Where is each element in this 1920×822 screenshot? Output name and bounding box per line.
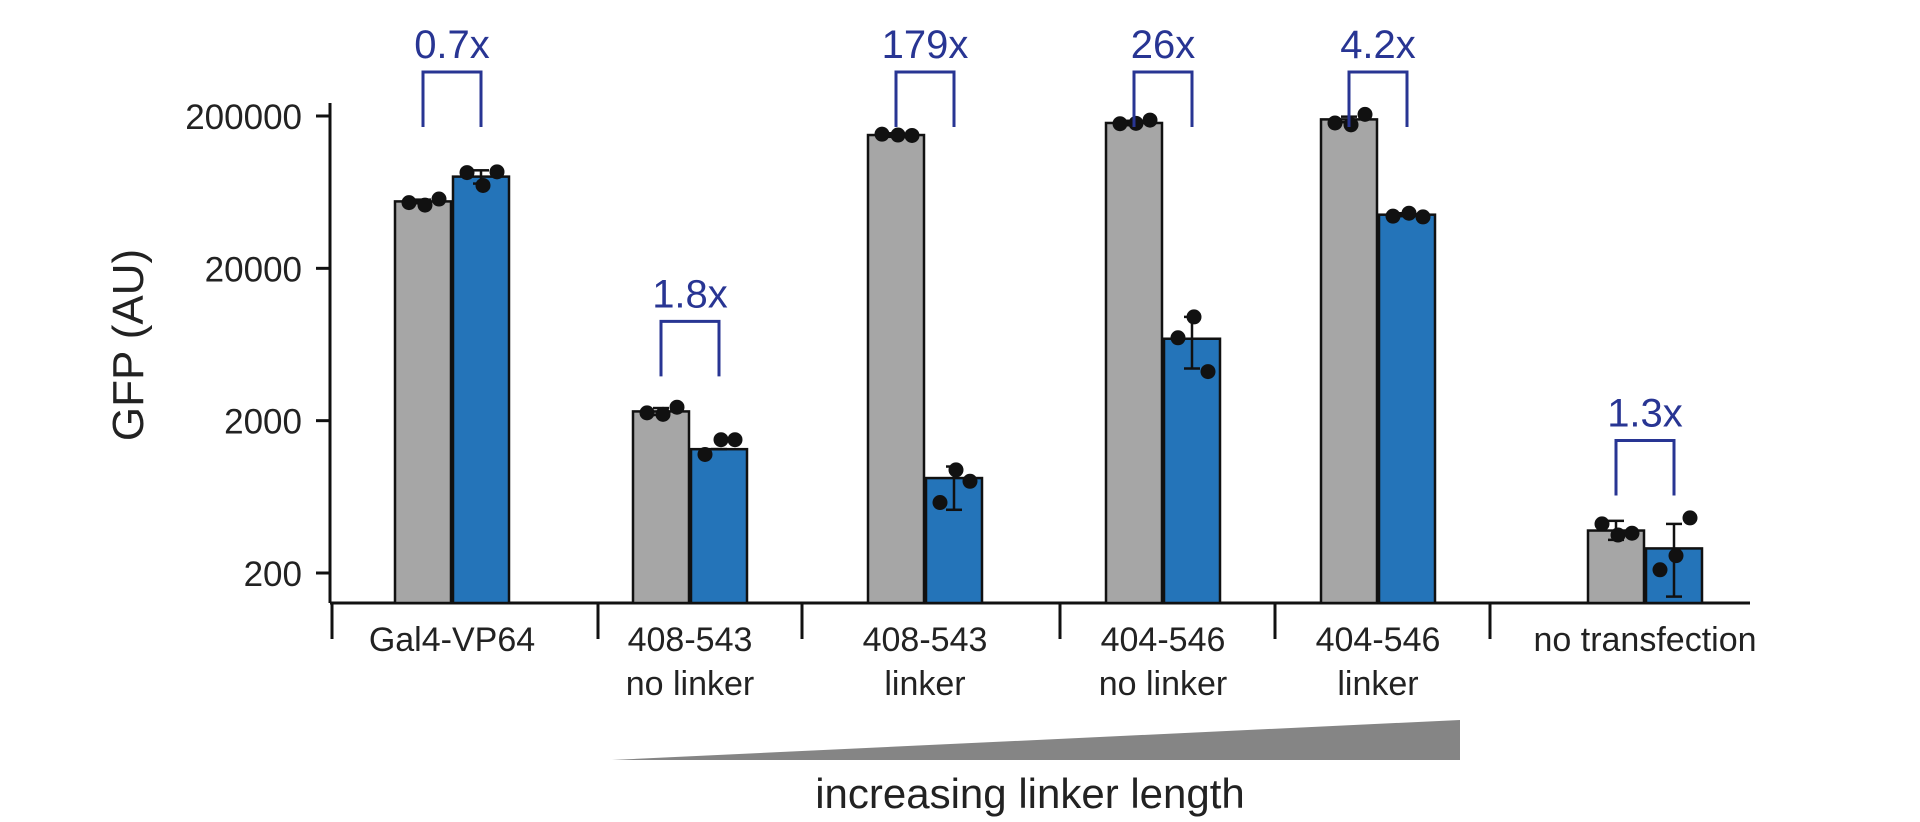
y-tick-label: 20000 xyxy=(205,250,302,289)
data-point xyxy=(874,126,890,142)
data-point xyxy=(1112,116,1128,132)
data-point xyxy=(417,197,433,213)
data-point xyxy=(1668,548,1684,564)
data-point xyxy=(1142,112,1158,128)
data-point xyxy=(697,446,713,462)
data-point xyxy=(1401,205,1417,221)
data-point xyxy=(489,164,505,180)
x-tick-label: no transfection xyxy=(1533,621,1756,659)
bar xyxy=(1104,121,1164,605)
x-tick-label: 408-543 xyxy=(628,621,753,659)
x-tick-label: no linker xyxy=(626,665,755,703)
data-point xyxy=(475,177,491,193)
bar xyxy=(631,410,691,605)
fold-change-label: 1.8x xyxy=(652,272,728,316)
data-point xyxy=(1170,330,1186,346)
x-tick-label: linker xyxy=(884,665,965,703)
x-tick-label: Gal4-VP64 xyxy=(369,621,535,659)
fold-change-label: 1.3x xyxy=(1607,392,1683,436)
data-point xyxy=(669,399,685,415)
bar xyxy=(1586,529,1646,605)
bar xyxy=(1377,213,1437,605)
data-point xyxy=(932,495,948,511)
y-tick-label: 200 xyxy=(244,555,302,594)
data-point xyxy=(1357,106,1373,122)
bar xyxy=(1162,337,1222,605)
data-point xyxy=(1682,510,1698,526)
data-point xyxy=(1385,208,1401,224)
data-point xyxy=(1186,309,1202,325)
x-tick-label: no linker xyxy=(1099,665,1228,703)
data-point xyxy=(1594,516,1610,532)
data-point xyxy=(713,432,729,448)
data-point xyxy=(890,127,906,143)
y-tick-label: 2000 xyxy=(224,403,302,442)
data-point xyxy=(1343,117,1359,133)
data-point xyxy=(459,165,475,181)
fold-change-bracket xyxy=(659,319,721,377)
fold-change-label: 26x xyxy=(1131,23,1196,67)
y-tick-label: 200000 xyxy=(185,98,302,137)
bar xyxy=(393,200,453,605)
linker-length-gradient-wedge xyxy=(612,720,1460,760)
fold-change-bracket xyxy=(421,70,483,127)
data-point xyxy=(1327,115,1343,131)
bar xyxy=(451,175,511,605)
x-tick-label: linker xyxy=(1337,665,1418,703)
fold-change-bracket xyxy=(1614,439,1676,496)
fold-change-bracket xyxy=(1132,70,1194,127)
fold-change-bracket xyxy=(1347,70,1409,127)
data-point xyxy=(655,406,671,422)
bar xyxy=(866,133,926,605)
data-point xyxy=(1624,525,1640,541)
bar xyxy=(1319,118,1379,605)
data-point xyxy=(904,127,920,143)
data-point xyxy=(1415,209,1431,225)
fold-change-bracket xyxy=(894,70,956,127)
data-point xyxy=(1610,527,1626,543)
y-axis-label: GFP (AU) xyxy=(104,249,153,441)
data-point xyxy=(962,473,978,489)
fold-change-label: 179x xyxy=(882,23,969,67)
data-point xyxy=(727,432,743,448)
data-point xyxy=(1652,562,1668,578)
x-tick-label: 404-546 xyxy=(1101,621,1226,659)
x-tick-label: 404-546 xyxy=(1316,621,1441,659)
data-point xyxy=(1200,364,1216,380)
x-tick-label: 408-543 xyxy=(863,621,988,659)
plot-area: 200 2000 20000 200000 Gal4-VP64 408-543 no lin… xyxy=(185,23,1756,703)
data-point xyxy=(1128,115,1144,131)
fold-change-label: 4.2x xyxy=(1340,23,1416,67)
bar xyxy=(689,447,749,605)
data-point xyxy=(401,195,417,211)
fold-change-label: 0.7x xyxy=(414,23,490,67)
data-point xyxy=(431,191,447,207)
data-point xyxy=(639,405,655,421)
data-point xyxy=(948,462,964,478)
gradient-label: increasing linker length xyxy=(815,770,1245,817)
